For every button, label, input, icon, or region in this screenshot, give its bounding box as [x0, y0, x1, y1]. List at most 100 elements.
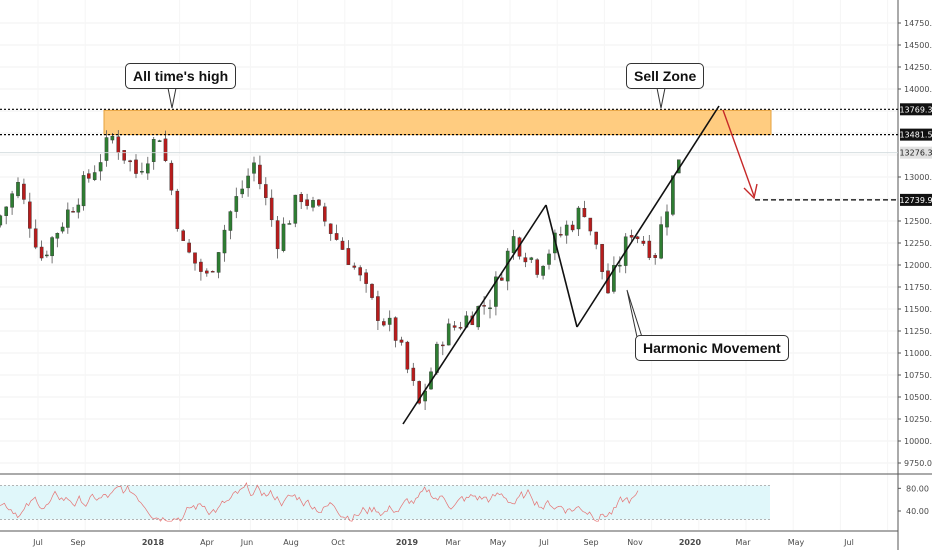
callout-all-time-high[interactable]: All time's high [125, 63, 237, 89]
level-tag-bg-3 [900, 193, 932, 206]
candle-body [299, 194, 304, 203]
osc-band [0, 485, 770, 520]
candle-body [66, 209, 70, 228]
price-axis[interactable]: 13769.3 13481.5 13276.3 12739.9 14750.0 14500… [898, 19, 932, 516]
candle-body [222, 229, 227, 254]
candle-body [110, 135, 115, 141]
y-tick-label: 10000.0 [904, 437, 932, 446]
candle-body [618, 264, 622, 267]
candle-body [340, 240, 345, 250]
candle-body [39, 246, 44, 259]
candle-body [55, 232, 60, 239]
candle-body [240, 188, 245, 195]
candle-body [187, 242, 191, 253]
candle-body [252, 162, 256, 174]
candle-body [370, 283, 374, 298]
y-tick-label: 11500.0 [904, 305, 932, 314]
candle-body [116, 136, 121, 153]
callout-harmonic-movement[interactable]: Harmonic Movement [635, 335, 789, 361]
candle-body [264, 184, 268, 198]
candle-body [151, 139, 156, 162]
x-tick-label: 2018 [142, 538, 165, 547]
candle-body [576, 207, 581, 230]
candle-body [405, 341, 410, 370]
candle-body [417, 381, 422, 404]
candle-body [4, 206, 8, 216]
candle-body [653, 255, 657, 258]
osc-y-tick-label: 40.00 [906, 507, 929, 516]
y-tick-label: 12000.0 [904, 261, 932, 270]
callout-pointer-0 [167, 87, 177, 109]
candle-body [387, 317, 392, 325]
level-tag-2: 13276.3 [899, 149, 932, 158]
candle-body [317, 199, 321, 206]
y-tick-label: 10750.0 [904, 371, 932, 380]
candle-body [81, 175, 86, 207]
osc-line [0, 481, 639, 522]
candle-body [659, 224, 663, 259]
y-tick-label: 11250.0 [904, 327, 932, 336]
level-tag-bg-2 [900, 146, 932, 159]
candle-body [488, 307, 492, 310]
candle-body [128, 160, 132, 163]
x-tick-label: Aug [283, 538, 299, 547]
candle-body [104, 137, 109, 161]
y-tick-label: 12250.0 [904, 239, 932, 248]
x-tick-label: Oct [331, 538, 345, 547]
y-tick-label: 11750.0 [904, 283, 932, 292]
candle-body [60, 226, 65, 232]
x-tick-label: Mar [735, 538, 751, 547]
projection-arrow-line[interactable] [722, 109, 755, 197]
candle-body [364, 272, 368, 284]
pattern-leg-2[interactable] [576, 105, 720, 328]
candle-body [269, 197, 274, 221]
candle-body [258, 164, 262, 185]
candle-body [564, 224, 569, 236]
time-axis[interactable]: Jul Sep 2018 Apr Jun Aug Oct 2019 Mar May Jul Sep No… [32, 538, 854, 547]
candle-body [216, 252, 221, 273]
candle-body [411, 367, 416, 381]
candle-body [275, 220, 280, 250]
candle-body [458, 327, 463, 329]
candle-body [399, 339, 404, 343]
x-tick-label: May [490, 538, 507, 547]
candle-body [641, 240, 646, 244]
callout-pointers [167, 87, 666, 338]
candle-body [33, 228, 38, 248]
candle-body [169, 162, 174, 191]
y-tick-label: 10250.0 [904, 415, 932, 424]
candle-body [246, 175, 250, 189]
candle-body [199, 261, 203, 272]
callout-sell-zone[interactable]: Sell Zone [626, 63, 705, 89]
candle-body [234, 196, 239, 212]
candle-body [228, 211, 233, 231]
candle-body [612, 265, 616, 292]
candle-body [98, 162, 103, 172]
level-tag-1: 13481.5 [899, 131, 932, 140]
candle-body [435, 343, 439, 373]
candle-body [293, 194, 298, 224]
candle-body [671, 175, 675, 215]
candle-body [10, 193, 14, 208]
candle-body [500, 277, 504, 281]
sell-zone-rect[interactable] [103, 109, 772, 136]
candle-body [541, 265, 545, 276]
candle-body [76, 204, 81, 213]
pattern-leg-0[interactable] [402, 204, 547, 425]
candle-body [600, 243, 604, 273]
y-tick-label: 12500.0 [904, 217, 932, 226]
candle-body [175, 190, 180, 229]
osc-y-tick-label: 80.00 [906, 484, 929, 493]
x-tick-label: Mar [445, 538, 461, 547]
pattern-leg-1[interactable] [545, 204, 578, 328]
y-tick-label: 14750.0 [904, 19, 932, 28]
y-tick-label: 14500.0 [904, 41, 932, 50]
candle-body [328, 223, 333, 234]
y-tick-label: 9750.0 [904, 459, 932, 468]
candlestick-series [0, 130, 681, 410]
candle-body [559, 234, 563, 236]
x-tick-label: Apr [200, 538, 215, 547]
candle-body [523, 257, 528, 263]
candle-body [382, 321, 386, 326]
